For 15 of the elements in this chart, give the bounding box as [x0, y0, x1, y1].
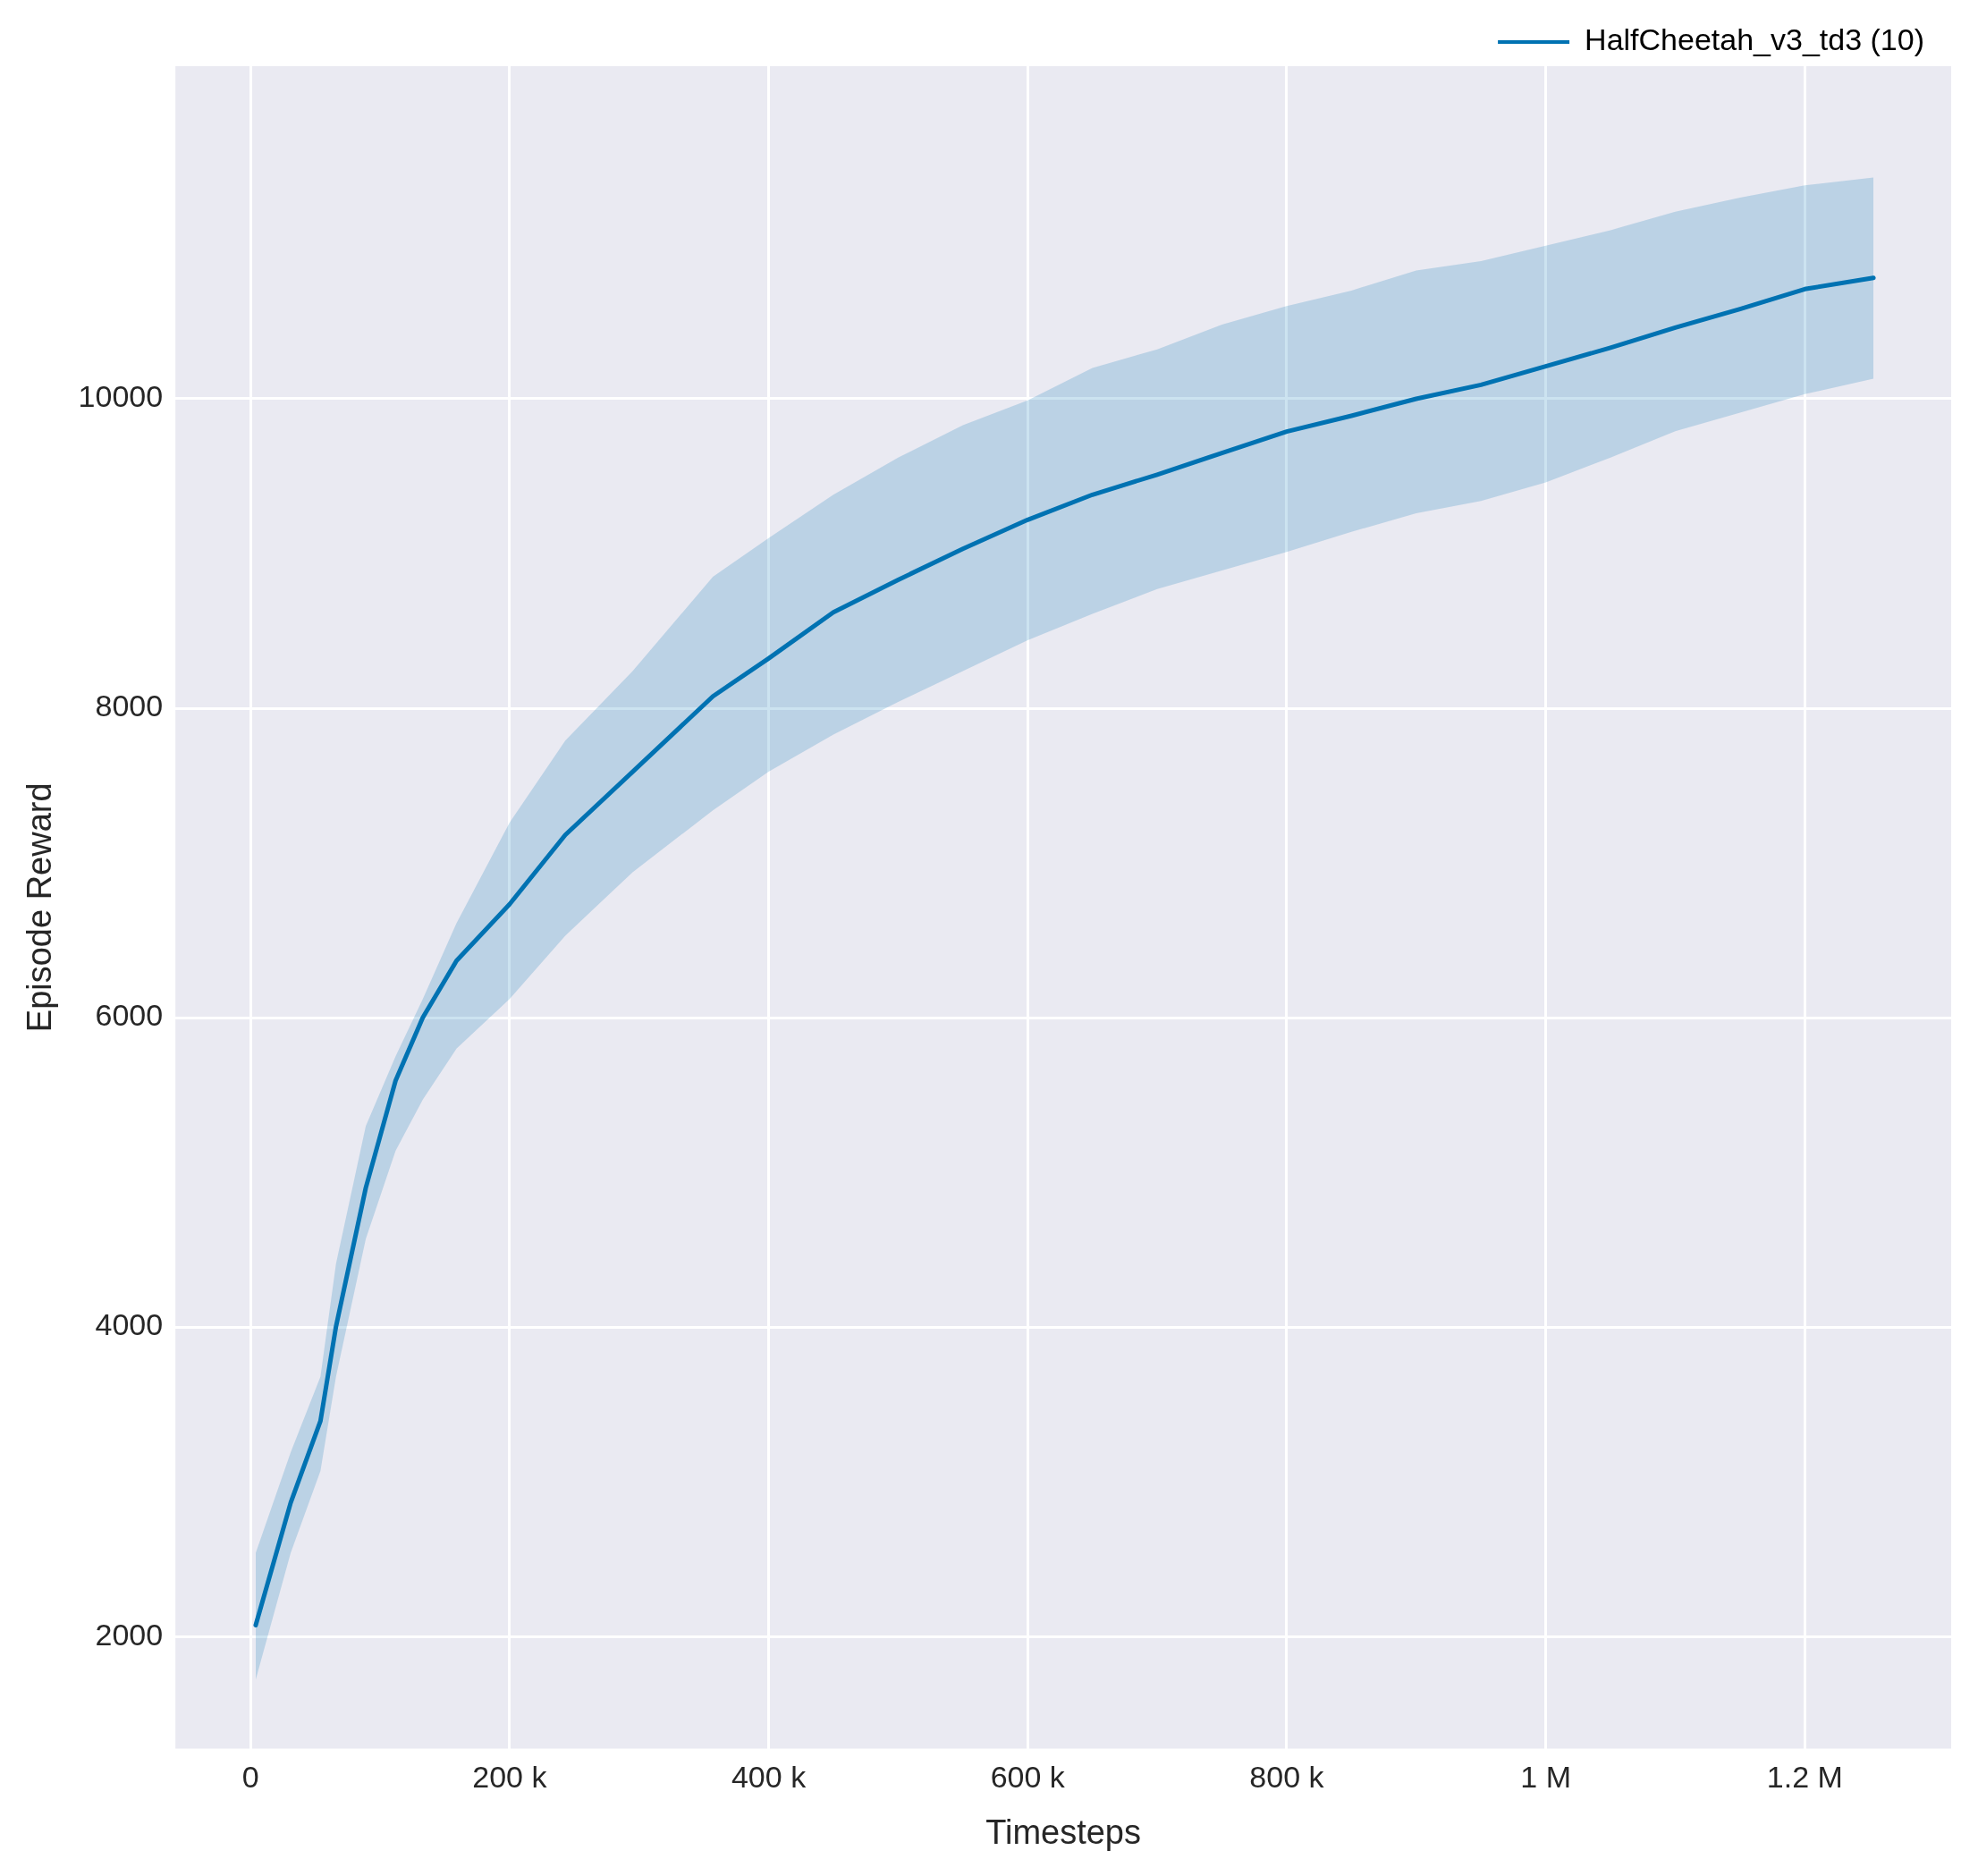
- x-tick-label: 400 k: [731, 1760, 807, 1795]
- y-tick-label: 2000: [95, 1617, 164, 1652]
- x-axis-title: Timesteps: [985, 1813, 1141, 1851]
- x-tick-label: 1.2 M: [1766, 1760, 1843, 1795]
- y-tick-label: 4000: [95, 1307, 164, 1342]
- y-axis-title: Episode Reward: [21, 782, 59, 1033]
- x-tick-label: 600 k: [990, 1760, 1066, 1795]
- y-tick-label: 10000: [78, 379, 164, 414]
- x-tick-label: 0: [241, 1760, 259, 1795]
- x-tick-label: 800 k: [1249, 1760, 1325, 1795]
- y-tick-label: 6000: [95, 998, 164, 1033]
- legend-label: HalfCheetah_v3_td3 (10): [1585, 22, 1925, 57]
- y-tick-label: 8000: [95, 689, 164, 723]
- x-tick-label: 200 k: [472, 1760, 548, 1795]
- x-tick-label: 1 M: [1520, 1760, 1571, 1795]
